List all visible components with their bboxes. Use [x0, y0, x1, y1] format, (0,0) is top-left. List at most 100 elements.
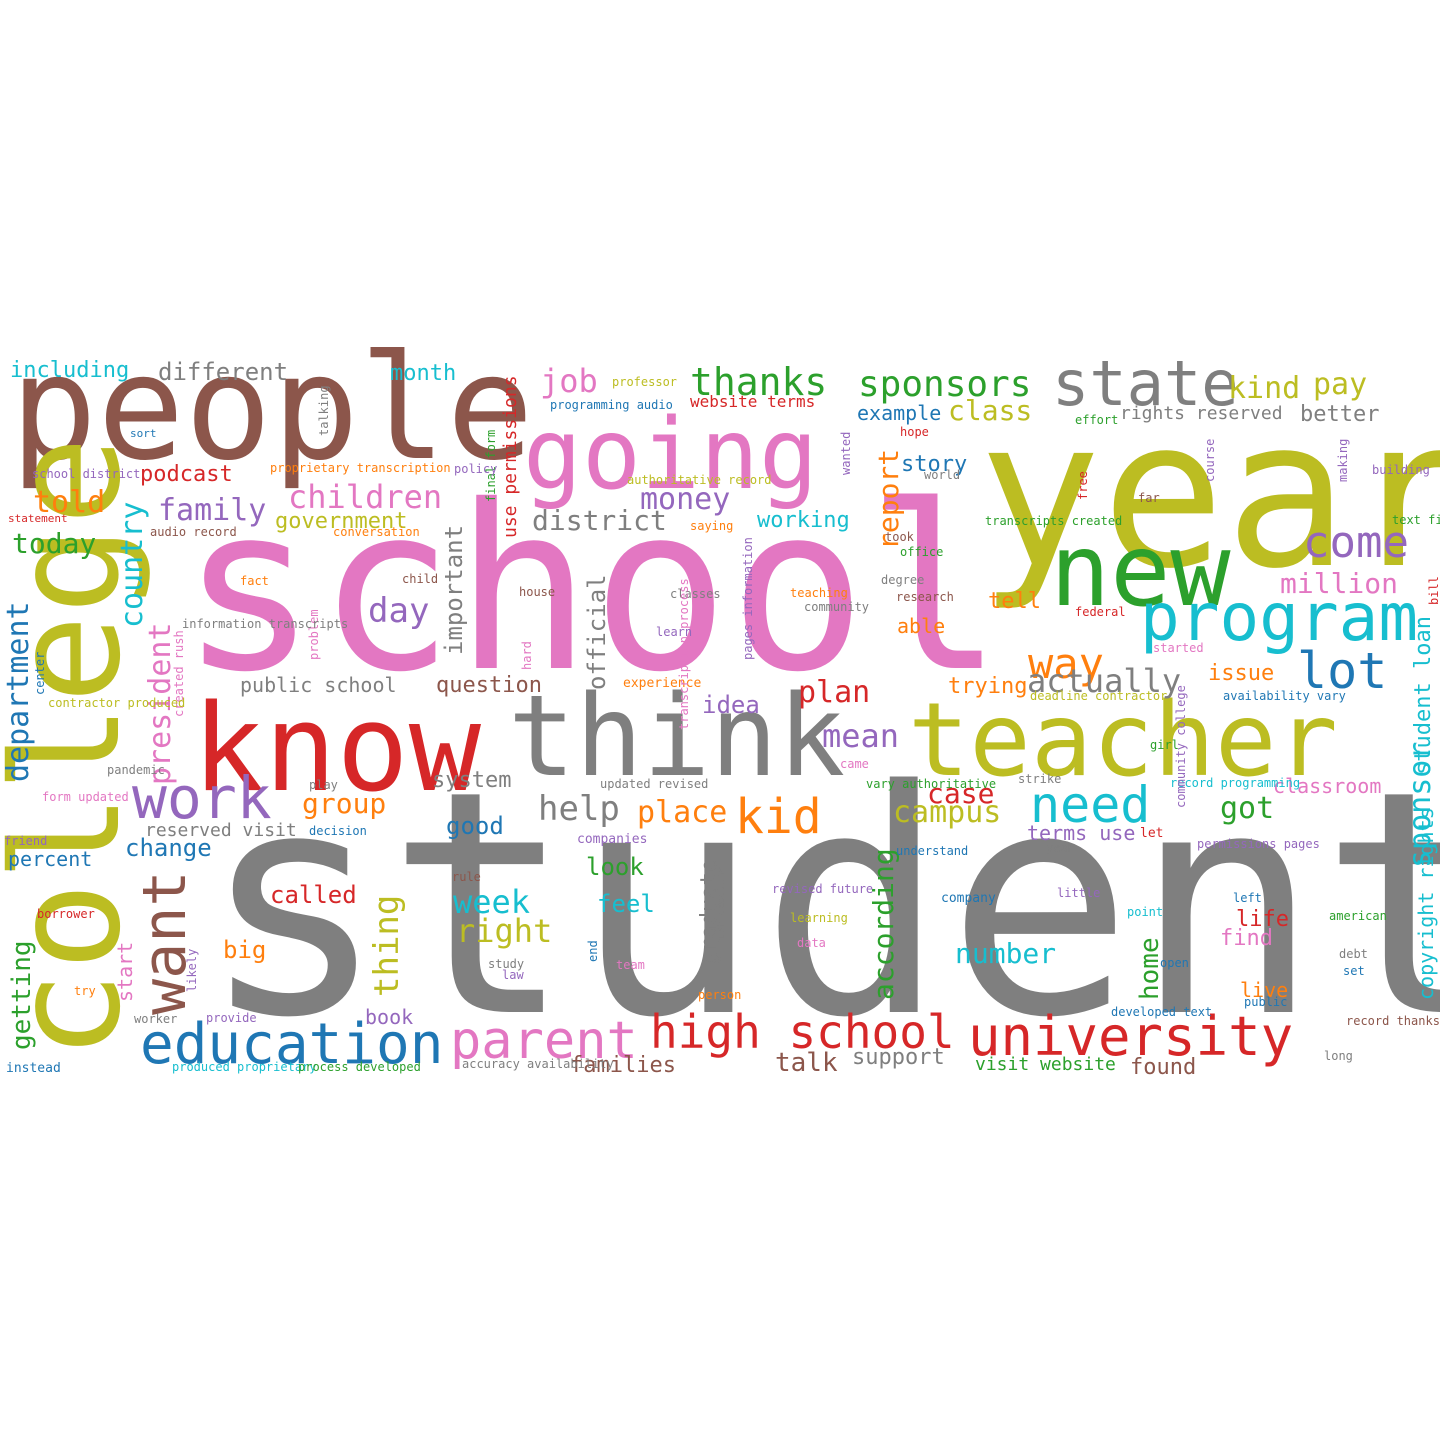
word-life: life [1236, 907, 1289, 932]
word-called: called [270, 881, 357, 909]
word-strike: strike [1018, 772, 1061, 786]
word-understand: understand [896, 844, 968, 858]
word-fact: fact [240, 574, 269, 588]
word-instead: instead [6, 1061, 61, 1076]
word-statement: statement [8, 512, 68, 525]
word-thanks: thanks [690, 360, 827, 404]
word-education: education [140, 1012, 443, 1077]
word-sort: sort [130, 427, 157, 440]
word-student-loan: student loan [1411, 616, 1436, 775]
word-change: change [125, 834, 212, 862]
word-different: different [158, 358, 288, 386]
word-told: told [33, 485, 105, 520]
word-start: start [113, 942, 137, 1002]
word-degree: degree [881, 573, 924, 587]
word-classroom: classroom [1273, 774, 1381, 798]
word-come: come [1303, 517, 1409, 568]
word-record-programming: record programming [1170, 776, 1300, 790]
word-decision: decision [309, 824, 367, 838]
word-podcast: podcast [140, 462, 233, 487]
word-record-thanks: record thanks [1346, 1014, 1440, 1028]
word-place: place [637, 795, 727, 830]
word-conversation: conversation [333, 525, 420, 539]
word-center: center [33, 652, 47, 695]
word-experience: experience [623, 676, 701, 691]
word-job: job [540, 362, 598, 400]
word-text-final: text final [1392, 513, 1440, 527]
word-world: world [924, 468, 960, 482]
word-started: started [1153, 641, 1204, 655]
word-month: month [390, 361, 456, 386]
word-bill: bill [1427, 576, 1440, 605]
word-got: got [1220, 791, 1274, 826]
word-program: program [1140, 579, 1418, 656]
word-book: book [365, 1005, 413, 1029]
word-likely: likely [185, 949, 199, 992]
word-updated-revised: updated revised [600, 777, 708, 791]
word-feel: feel [597, 890, 655, 918]
word-reserved-visit: reserved visit [145, 820, 297, 841]
word-school-district: school district [32, 467, 140, 481]
word-lot: lot [1297, 642, 1387, 700]
word-right: right [456, 912, 552, 950]
word-department: department [1, 601, 36, 782]
word-terms-use: terms use [1027, 821, 1135, 845]
word-learn: learn [656, 625, 692, 639]
word-took: took [885, 530, 915, 544]
word-girl: girl [1150, 738, 1179, 752]
word-little: little [1057, 886, 1100, 900]
word-yeah: yeah [1046, 841, 1075, 855]
word-american: american [1329, 909, 1387, 923]
word-day: day [368, 591, 429, 631]
word-getting: getting [7, 940, 37, 1050]
word-work: work [132, 764, 272, 832]
word-way: way [1028, 639, 1104, 688]
word-created-rush: created rush [172, 630, 186, 717]
word-rule: rule [452, 870, 481, 884]
word-look: look [586, 853, 644, 881]
word-country: country [115, 502, 150, 628]
word-hard: hard [520, 641, 534, 670]
word-pandemic: pandemic [107, 763, 165, 777]
word-percent: percent [8, 847, 92, 871]
word-office: office [900, 545, 943, 559]
word-developed-text: developed text [1111, 1005, 1212, 1019]
word-want: want [130, 871, 200, 1016]
word-good: good [446, 812, 504, 840]
word-permissions-pages: permissions pages [1197, 837, 1320, 851]
word-left: left [1233, 891, 1262, 905]
word-including: including [10, 358, 129, 383]
word-use-permissions: use permissions [500, 375, 521, 538]
word-better: better [1300, 402, 1379, 427]
word-end: end [586, 940, 600, 962]
word-provide: provide [206, 1011, 257, 1025]
word-audio-record: audio record [150, 525, 237, 539]
word-story: story [901, 452, 967, 477]
word-transcription-process: transcription process [677, 578, 691, 730]
word-policy: policy [454, 462, 497, 476]
word-government: government [275, 509, 407, 534]
word-authoritative-record: authoritative record [627, 473, 772, 487]
word-person: person [698, 988, 741, 1002]
word-classes: classes [670, 587, 721, 601]
word-try: try [74, 984, 96, 998]
word-wanted: wanted [839, 432, 853, 475]
word-working: working [757, 508, 850, 533]
word-people: people [10, 324, 534, 493]
word-pages-information: pages information [741, 537, 755, 660]
word-final-form: final form [484, 430, 498, 502]
word-professor: professor [612, 375, 677, 389]
word-found: found [1130, 1055, 1196, 1080]
word-debt: debt [1339, 947, 1368, 961]
word-companies: companies [577, 832, 647, 847]
word-talk: talk [775, 1048, 838, 1078]
word-think: think [508, 672, 845, 802]
word-saying: saying [690, 519, 733, 533]
word-research: research [896, 590, 954, 604]
word-actually: actually [1027, 662, 1181, 700]
word-course: course [1203, 439, 1217, 482]
word-public: public [1244, 995, 1287, 1009]
word-accuracy-availability: accuracy availability [462, 1057, 614, 1071]
word-able: able [897, 614, 945, 638]
